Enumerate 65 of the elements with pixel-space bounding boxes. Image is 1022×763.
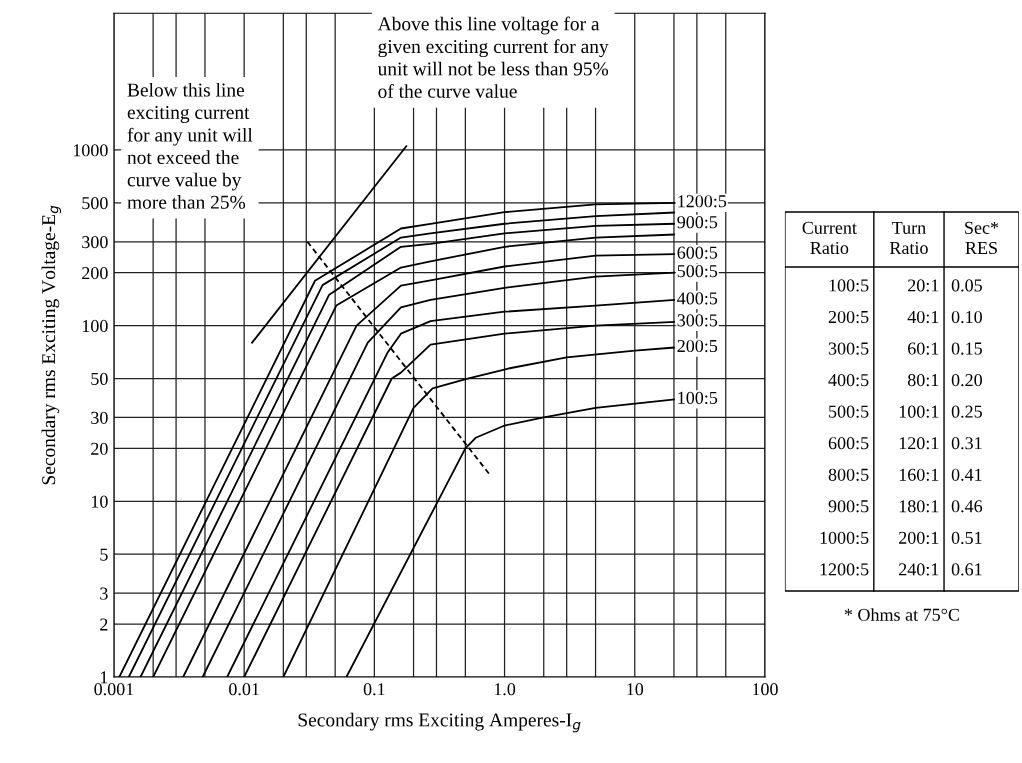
y-tick-label: 30 xyxy=(91,411,108,424)
text: 800:5 xyxy=(828,468,869,481)
y-tick-label: 3 xyxy=(100,587,108,600)
text: 120:1 xyxy=(899,437,939,450)
text: 500:5 xyxy=(829,405,869,418)
series-label: 400:5 xyxy=(677,292,718,305)
text: 200:5 xyxy=(828,310,869,324)
y-tick-label: 1000 xyxy=(73,144,108,157)
x-axis-title: Secondary rms Exciting Amperes-I$_{g}$ xyxy=(298,712,581,733)
text: Turn Ratio xyxy=(889,221,928,255)
text: Sec* RES xyxy=(965,221,999,255)
y-tick-label: 200 xyxy=(82,266,108,280)
annotation: Below this line exciting current for any unit will not exceed the curve value by more than 25% xyxy=(127,82,253,209)
text: 0.61 xyxy=(951,563,982,576)
text: 60:1 xyxy=(908,342,939,355)
y-tick-label: 5 xyxy=(100,548,108,561)
text: 0.25 xyxy=(951,405,982,418)
y-axis-title: Secondary rms Exciting Voltage-E$_{g}$ xyxy=(41,205,62,485)
x-tick-label: 10 xyxy=(627,683,644,696)
text: 160:1 xyxy=(899,468,939,481)
series-label: 200:5 xyxy=(677,339,718,353)
text: 40:1 xyxy=(907,310,939,324)
y-tick-label: 20 xyxy=(91,442,108,455)
x-tick-label: 0.001 xyxy=(94,683,134,696)
x-tick-label: 1.0 xyxy=(494,683,516,696)
annotation: Above this line voltage for a given exciting current for any unit will not be less than 95% of the curve value xyxy=(377,16,609,98)
text: 0.20 xyxy=(951,373,982,387)
text: 180:1 xyxy=(899,500,939,513)
series-label: 500:5 xyxy=(677,265,718,278)
text: 0.15 xyxy=(951,342,982,355)
series-label: 100:5 xyxy=(678,391,718,405)
text: 0.51 xyxy=(951,531,982,544)
y-tick-label: 100 xyxy=(82,319,108,333)
text: 20:1 xyxy=(908,279,939,292)
y-tick-label: 50 xyxy=(91,372,108,385)
text: 100:5 xyxy=(829,279,869,292)
text: 0.31 xyxy=(951,437,982,450)
text: 900:5 xyxy=(828,500,869,513)
text: 100:1 xyxy=(899,405,939,418)
text: 240:1 xyxy=(899,563,939,576)
text: 200:1 xyxy=(899,531,939,544)
text: 600:5 xyxy=(828,437,869,450)
text: Current Ratio xyxy=(802,221,857,255)
x-tick-label: 0.1 xyxy=(363,683,385,696)
y-tick-label: 2 xyxy=(100,618,108,631)
text: 80:1 xyxy=(907,373,939,387)
text: 0.10 xyxy=(951,310,982,324)
text: 1000:5 xyxy=(820,531,869,544)
x-tick-label: 0.01 xyxy=(229,683,259,696)
text: * Ohms at 75°C xyxy=(844,608,959,621)
text: 1200:5 xyxy=(820,563,869,576)
text: 300:5 xyxy=(828,342,869,355)
text: 400:5 xyxy=(828,373,869,387)
text: 0.46 xyxy=(951,500,983,513)
x-tick-label: 100 xyxy=(753,683,778,696)
series-label: 300:5 xyxy=(677,314,718,327)
y-tick-label: 300 xyxy=(82,236,108,249)
series-label: 600:5 xyxy=(677,246,718,259)
series-label: 900:5 xyxy=(677,216,718,229)
series-label: 1200:5 xyxy=(678,195,727,208)
y-tick-label: 1 xyxy=(100,671,108,684)
text: 0.41 xyxy=(951,468,982,481)
y-tick-label: 10 xyxy=(91,495,108,508)
text: 0.05 xyxy=(951,279,982,292)
y-tick-label: 500 xyxy=(82,197,108,210)
